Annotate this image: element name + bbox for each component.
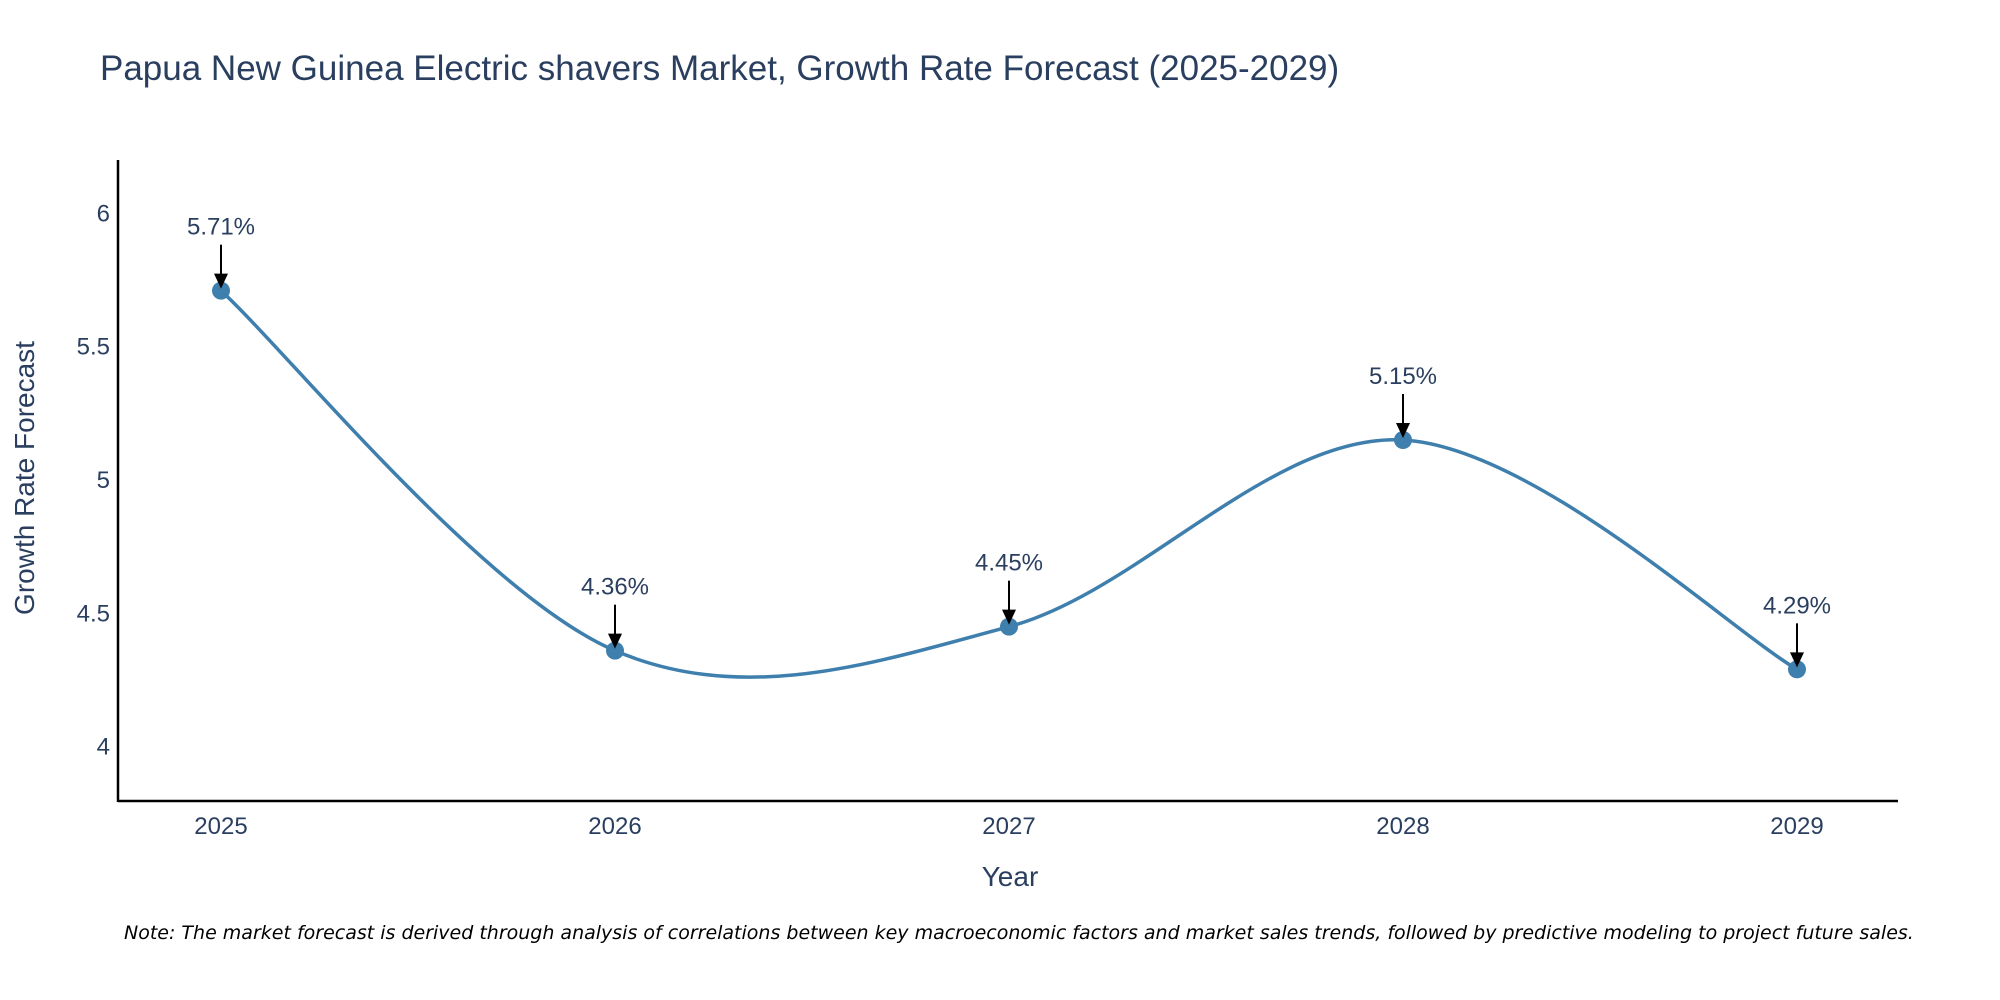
y-axis-ticks: 4 4.5 5 5.5 6 bbox=[77, 200, 110, 760]
footnote: Note: The market forecast is derived thr… bbox=[124, 922, 1914, 944]
annotation-arrow-head bbox=[1790, 652, 1804, 668]
x-axis-ticks: 2025 2026 2027 2028 2029 bbox=[194, 813, 1823, 840]
data-point bbox=[1000, 617, 1018, 636]
data-point bbox=[606, 641, 624, 660]
annotation-arrow-head bbox=[608, 633, 622, 649]
x-axis-title: Year bbox=[982, 861, 1039, 892]
y-axis-title: Growth Rate Forecast bbox=[9, 341, 40, 615]
y-tick-label: 4.5 bbox=[77, 600, 110, 627]
data-label: 4.36% bbox=[581, 574, 649, 601]
y-tick-label: 6 bbox=[97, 200, 110, 227]
annotation-arrow-head bbox=[1002, 609, 1016, 625]
data-annotations: 5.71% 4.36% 4.45% 5.15% 4.29% bbox=[187, 214, 1831, 668]
data-point bbox=[212, 281, 230, 300]
x-tick-label: 2027 bbox=[982, 813, 1035, 840]
data-point bbox=[1394, 431, 1412, 449]
data-label: 4.29% bbox=[1763, 592, 1831, 619]
y-tick-label: 5.5 bbox=[77, 334, 110, 361]
data-point bbox=[1788, 660, 1806, 679]
annotation-arrow-head bbox=[1396, 423, 1410, 438]
x-tick-label: 2029 bbox=[1770, 813, 1823, 840]
chart-title: Papua New Guinea Electric shavers Market… bbox=[100, 49, 1339, 88]
x-tick-label: 2025 bbox=[194, 813, 247, 840]
annotation-arrow-head bbox=[214, 273, 228, 289]
x-tick-label: 2028 bbox=[1376, 813, 1429, 840]
data-label: 5.71% bbox=[187, 214, 255, 241]
data-label: 4.45% bbox=[975, 550, 1043, 577]
x-tick-label: 2026 bbox=[588, 813, 641, 840]
data-points bbox=[212, 281, 1806, 679]
data-label: 5.15% bbox=[1369, 363, 1437, 390]
y-tick-label: 5 bbox=[97, 467, 110, 494]
y-tick-label: 4 bbox=[97, 734, 110, 761]
